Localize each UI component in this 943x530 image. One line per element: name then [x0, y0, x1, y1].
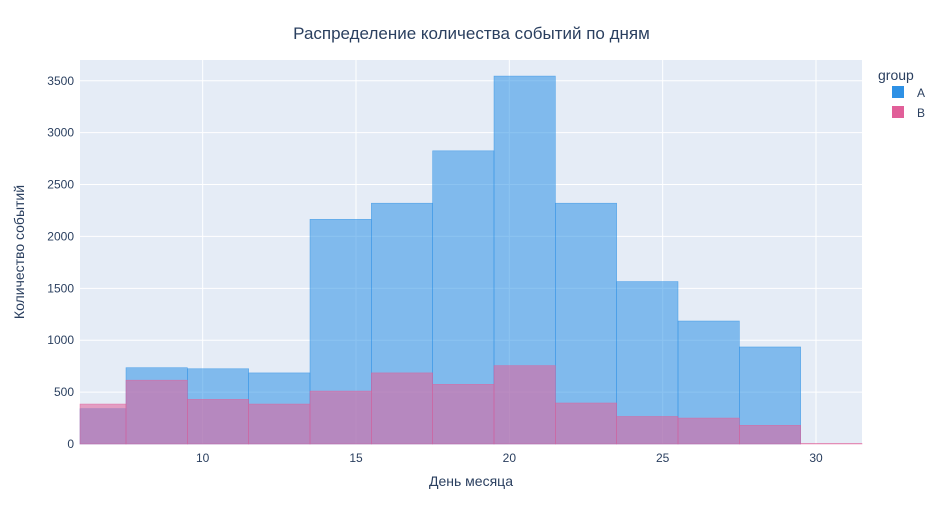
y-tick-label-1500: 1500	[47, 281, 74, 295]
y-tick-label-2500: 2500	[47, 178, 74, 192]
y-axis-label: Количество событий	[11, 185, 27, 319]
x-axis-label: День месяца	[429, 473, 513, 489]
legend-title: group	[878, 67, 914, 83]
y-tick-label-0: 0	[67, 437, 74, 451]
legend-label-b: B	[917, 106, 925, 120]
bar-b-1[interactable]	[125, 379, 188, 445]
legend-item-a[interactable]: A	[892, 86, 925, 100]
x-tick-label-10: 10	[196, 451, 210, 465]
bar-b-2[interactable]	[187, 399, 249, 445]
bar-b-11[interactable]	[739, 425, 801, 445]
x-tick-label-20: 20	[503, 451, 517, 465]
bar-b-7[interactable]	[493, 365, 556, 445]
x-tick-label-25: 25	[656, 451, 670, 465]
bar-b-9[interactable]	[616, 416, 679, 445]
y-tick-label-500: 500	[54, 385, 74, 399]
y-tick-label-2000: 2000	[47, 229, 74, 243]
chart-title: Распределение количества событий по дням	[293, 24, 650, 43]
x-tick-label-30: 30	[809, 451, 823, 465]
y-tick-label-3500: 3500	[47, 74, 74, 88]
bar-b-4[interactable]	[309, 390, 372, 445]
series-b	[79, 365, 863, 445]
y-tick-label-3000: 3000	[47, 126, 74, 140]
bar-b-8[interactable]	[555, 402, 617, 445]
bar-b-10[interactable]	[677, 417, 740, 445]
bars	[79, 75, 863, 445]
bar-b-6[interactable]	[432, 384, 495, 445]
axes: 0 500 1000 1500 2000 2500 3000 3500 10 15 20 25 30	[47, 74, 823, 465]
bar-b-5[interactable]	[371, 372, 433, 445]
legend-swatch-b	[892, 106, 904, 118]
legend-swatch-a	[892, 86, 904, 98]
y-tick-label-1000: 1000	[47, 333, 74, 347]
legend[interactable]: group A B	[878, 67, 925, 120]
legend-item-b[interactable]: B	[892, 106, 925, 120]
bar-b-3[interactable]	[248, 403, 311, 445]
bar-b-12[interactable]	[800, 443, 863, 445]
bar-b-0[interactable]	[79, 403, 127, 445]
legend-label-a: A	[917, 86, 925, 100]
x-tick-label-15: 15	[349, 451, 363, 465]
